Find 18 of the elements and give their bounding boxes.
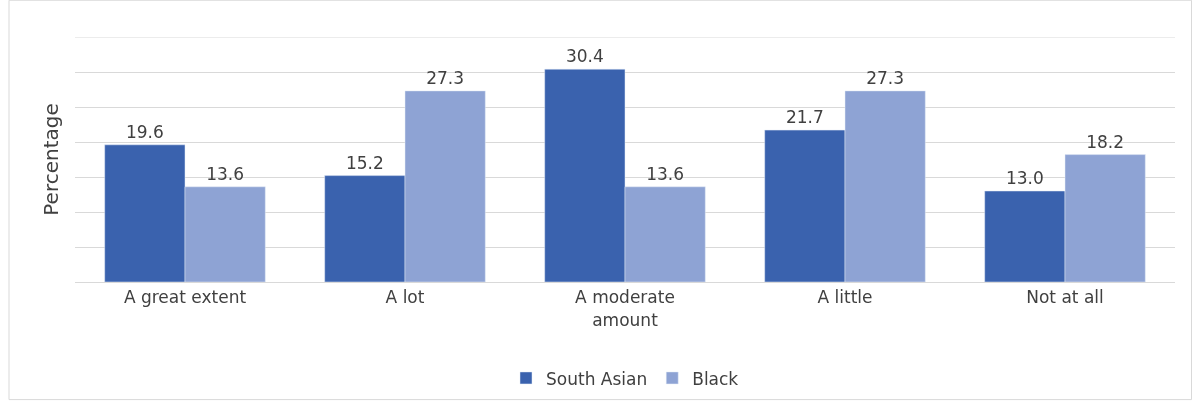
data-label: 19.6 — [125, 121, 164, 142]
x-tick-label: A little — [817, 287, 873, 308]
data-label: 15.2 — [345, 152, 384, 173]
x-tick-label: A great extent — [123, 287, 247, 308]
data-label: 13.0 — [1005, 168, 1044, 188]
x-tick-label: Not at all — [1026, 287, 1104, 308]
y-axis-title: Percentage — [38, 103, 63, 216]
legend-label: Black — [692, 368, 739, 389]
x-tick-label: A lot — [385, 287, 425, 308]
legend-label: South Asian — [546, 368, 648, 389]
data-label: 18.2 — [1086, 131, 1125, 152]
data-label: 21.7 — [785, 107, 824, 128]
x-tick-label: A moderate amount — [575, 287, 675, 330]
data-label: 27.3 — [866, 67, 905, 88]
data-label: 13.6 — [646, 163, 685, 184]
data-label: 13.6 — [206, 163, 245, 184]
data-label: 30.4 — [565, 46, 604, 67]
data-label: 27.3 — [426, 67, 465, 88]
